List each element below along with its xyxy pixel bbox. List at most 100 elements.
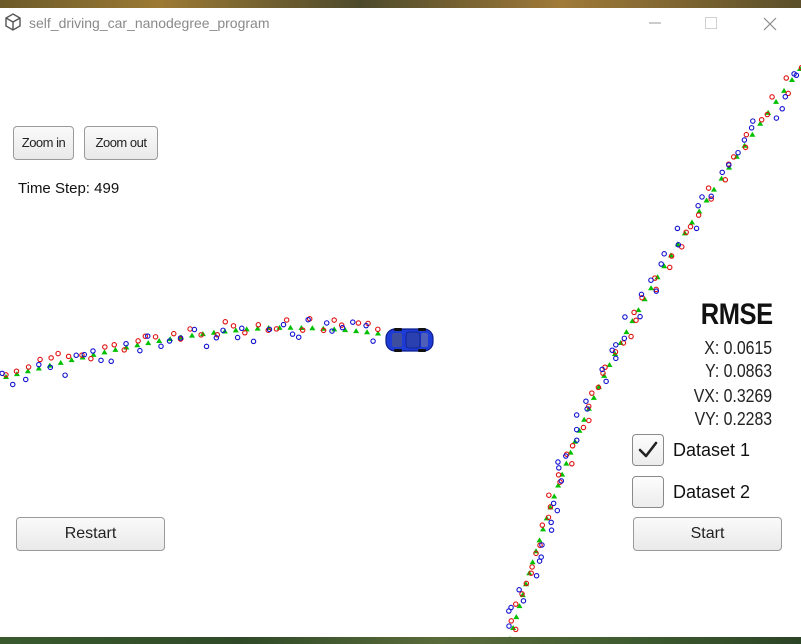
lidar-marker bbox=[668, 253, 675, 259]
lidar-marker bbox=[320, 327, 327, 334]
radar-marker bbox=[234, 334, 241, 341]
estimate-marker bbox=[623, 329, 630, 335]
radar-marker bbox=[166, 338, 173, 344]
estimate-marker bbox=[156, 338, 163, 344]
lidar-marker bbox=[508, 618, 515, 624]
estimate-marker bbox=[710, 186, 717, 192]
estimate-marker bbox=[617, 340, 624, 346]
lidar-marker bbox=[722, 177, 729, 183]
radar-marker bbox=[708, 193, 714, 200]
radar-marker bbox=[750, 118, 756, 124]
checkmark-icon bbox=[638, 441, 658, 458]
estimate-marker bbox=[781, 87, 788, 93]
lidar-marker bbox=[666, 264, 673, 271]
radar-marker bbox=[782, 93, 789, 100]
radar-marker bbox=[574, 437, 580, 443]
radar-marker bbox=[177, 335, 184, 341]
lidar-marker bbox=[589, 390, 595, 396]
lidar-marker bbox=[79, 352, 85, 358]
radar-marker bbox=[622, 314, 628, 320]
maximize-button[interactable] bbox=[688, 8, 734, 38]
lidar-marker bbox=[687, 223, 694, 230]
lidar-marker bbox=[37, 356, 43, 363]
estimate-marker bbox=[57, 359, 64, 365]
radar-marker bbox=[674, 225, 681, 232]
lidar-marker bbox=[798, 65, 801, 71]
lidar-marker bbox=[25, 364, 32, 370]
radar-marker bbox=[741, 137, 748, 143]
lidar-marker bbox=[628, 333, 634, 340]
radar-marker bbox=[653, 288, 660, 294]
lidar-marker bbox=[547, 504, 554, 510]
radar-marker bbox=[554, 507, 561, 514]
radar-marker bbox=[556, 465, 562, 471]
estimate-marker bbox=[309, 325, 316, 331]
estimate-marker bbox=[342, 327, 349, 333]
estimate-marker bbox=[510, 625, 517, 631]
estimate-marker bbox=[232, 327, 239, 333]
desktop-background-bottom bbox=[0, 637, 801, 644]
radar-marker bbox=[98, 357, 104, 364]
close-button[interactable] bbox=[746, 8, 792, 38]
zoom-in-button[interactable]: Zoom in bbox=[13, 126, 74, 160]
radar-marker bbox=[661, 251, 667, 257]
radar-marker bbox=[699, 194, 705, 200]
estimate-marker bbox=[509, 636, 511, 637]
radar-marker bbox=[144, 333, 151, 339]
restart-button[interactable]: Restart bbox=[16, 517, 165, 551]
radar-marker bbox=[583, 398, 589, 404]
estimate-marker bbox=[134, 342, 141, 348]
lidar-marker bbox=[513, 626, 519, 633]
minimize-button[interactable] bbox=[632, 8, 678, 38]
start-button[interactable]: Start bbox=[633, 517, 782, 551]
estimate-marker bbox=[648, 285, 655, 291]
estimate-marker bbox=[298, 324, 305, 330]
lidar-marker bbox=[528, 570, 534, 576]
dataset-2-label[interactable]: Dataset 2 bbox=[673, 482, 751, 502]
estimate-marker bbox=[581, 416, 588, 422]
estimate-marker bbox=[757, 120, 764, 126]
radar-marker bbox=[73, 352, 79, 359]
rmse-y: Y: 0.0863 bbox=[705, 361, 772, 381]
lidar-marker bbox=[695, 212, 702, 218]
radar-marker bbox=[637, 313, 643, 320]
estimate-marker bbox=[606, 361, 613, 367]
zoom-out-button[interactable]: Zoom out bbox=[84, 126, 158, 160]
estimate-marker bbox=[112, 346, 119, 352]
radar-marker bbox=[123, 340, 129, 347]
estimate-marker bbox=[696, 208, 703, 214]
lidar-marker bbox=[586, 417, 592, 424]
lidar-marker bbox=[743, 131, 750, 138]
estimate-marker bbox=[641, 296, 648, 302]
radar-marker bbox=[329, 328, 335, 334]
lidar-marker bbox=[764, 111, 771, 118]
lidar-marker bbox=[13, 368, 20, 374]
estimate-marker bbox=[661, 263, 668, 269]
radar-marker bbox=[613, 342, 619, 348]
estimate-marker bbox=[375, 330, 381, 336]
lidar-marker bbox=[121, 347, 128, 353]
window-title: self_driving_car_nanodegree_program bbox=[29, 15, 270, 31]
maximize-icon bbox=[705, 17, 717, 29]
estimate-marker bbox=[24, 368, 31, 374]
lidar-marker bbox=[569, 443, 576, 449]
radar-measurements bbox=[0, 71, 800, 629]
estimate-marker bbox=[516, 603, 523, 609]
radar-marker bbox=[22, 376, 29, 383]
radar-marker bbox=[220, 327, 226, 334]
radar-marker bbox=[520, 598, 527, 604]
estimate-marker bbox=[773, 98, 780, 104]
radar-marker bbox=[323, 320, 330, 326]
dataset-1-checkbox[interactable] bbox=[632, 434, 664, 466]
radar-marker bbox=[158, 343, 164, 350]
estimate-marker bbox=[331, 326, 338, 332]
estimate-marker bbox=[529, 559, 536, 565]
radar-marker bbox=[735, 149, 741, 156]
estimate-marker bbox=[145, 340, 152, 346]
dataset-1-label[interactable]: Dataset 1 bbox=[673, 440, 751, 460]
dataset-2-checkbox[interactable] bbox=[632, 476, 664, 508]
radar-marker bbox=[289, 331, 296, 337]
title-bar: self_driving_car_nanodegree_program bbox=[0, 8, 801, 38]
radar-marker bbox=[90, 348, 96, 354]
time-step-label: Time Step: 499 bbox=[18, 180, 120, 197]
